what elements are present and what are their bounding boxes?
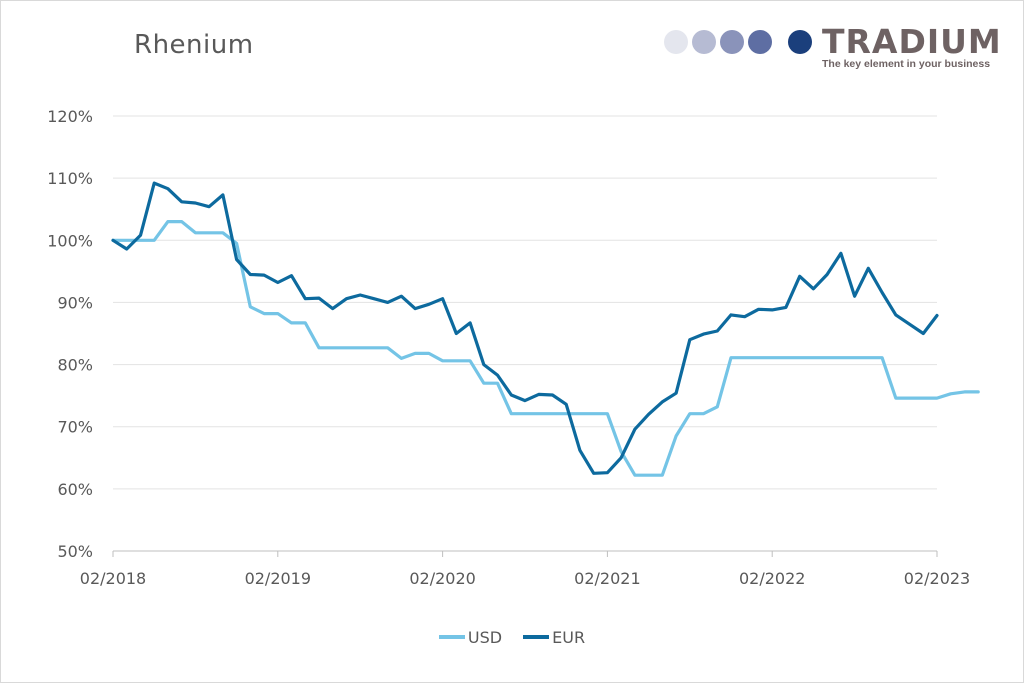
- x-axis-tick-labels: 02/2018 02/2019 02/2020 02/2021 02/2022 02/20…: [80, 569, 970, 588]
- y-tick-label: 100%: [47, 231, 93, 250]
- legend: USD EUR: [0, 624, 1024, 647]
- tradium-logo: TRADIUM The key element in your business: [664, 24, 1004, 74]
- logo-dot: [692, 30, 716, 54]
- chart-title: Rhenium: [134, 30, 254, 60]
- legend-item-eur: EUR: [523, 628, 585, 647]
- x-tick-label: 02/2023: [904, 569, 970, 588]
- series-line-usd: [111, 220, 980, 477]
- y-tick-label: 60%: [57, 480, 93, 499]
- logo-wordmark: TRADIUM: [822, 22, 1002, 61]
- y-tick-label: 120%: [47, 107, 93, 126]
- legend-swatch-eur: [523, 635, 550, 639]
- logo-dot: [748, 30, 772, 54]
- x-tick-label: 02/2019: [245, 569, 311, 588]
- logo-tagline: The key element in your business: [822, 58, 991, 70]
- y-axis-tick-labels: 50% 60% 70% 80% 90% 100% 110% 120%: [47, 107, 93, 561]
- x-tick-label: 02/2022: [739, 569, 805, 588]
- x-axis: [112, 550, 938, 557]
- series-line-eur: [111, 181, 939, 475]
- y-tick-label: 50%: [57, 542, 93, 561]
- logo-dot: [720, 30, 744, 54]
- x-tick-label: 02/2018: [80, 569, 146, 588]
- logo-dots: [664, 30, 812, 54]
- legend-label-usd: USD: [467, 627, 503, 647]
- logo-dot: [788, 30, 812, 54]
- x-tick-label: 02/2021: [574, 569, 640, 588]
- grid-lines: [113, 115, 937, 490]
- legend-label-eur: EUR: [552, 627, 586, 647]
- legend-swatch-usd: [438, 635, 465, 639]
- y-tick-label: 80%: [57, 356, 93, 375]
- legend-item-usd: USD: [438, 627, 503, 647]
- series-lines: [111, 181, 980, 477]
- x-tick-label: 02/2020: [409, 569, 475, 588]
- logo-dot: [664, 30, 688, 54]
- y-tick-label: 90%: [57, 293, 93, 312]
- y-tick-label: 110%: [47, 169, 93, 188]
- y-tick-label: 70%: [57, 418, 93, 437]
